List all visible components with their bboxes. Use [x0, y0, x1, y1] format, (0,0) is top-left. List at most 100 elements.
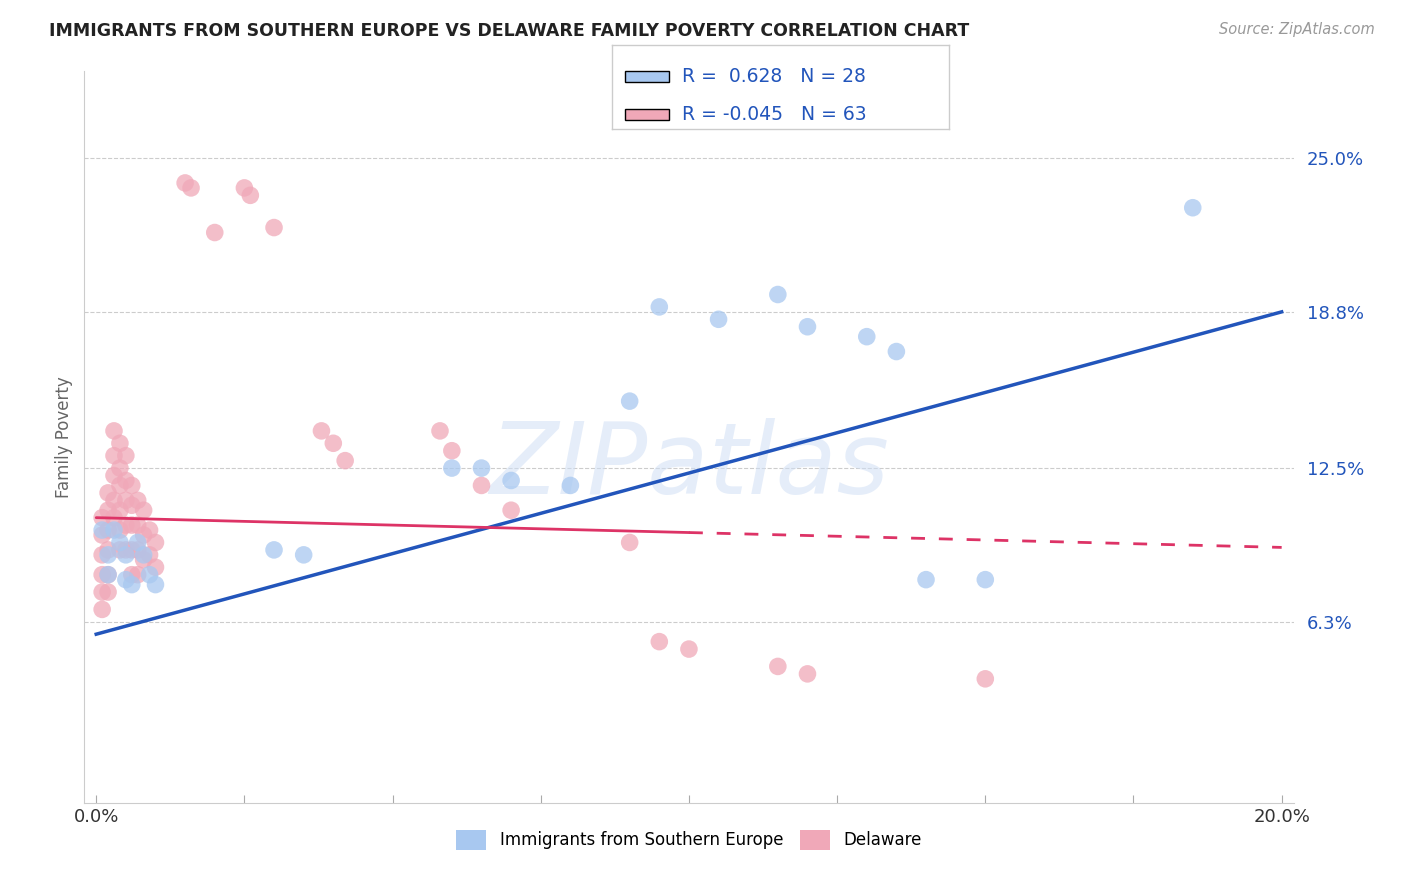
Point	[115, 548, 138, 562]
Point	[121, 518, 143, 533]
Point	[108, 461, 131, 475]
Point	[91, 567, 114, 582]
Point	[440, 461, 463, 475]
Point	[97, 567, 120, 582]
Point	[263, 542, 285, 557]
Point	[470, 478, 492, 492]
Point	[97, 567, 120, 582]
Point	[97, 542, 120, 557]
Point	[108, 503, 131, 517]
Point	[311, 424, 333, 438]
Point	[796, 319, 818, 334]
Point	[619, 535, 641, 549]
Point	[915, 573, 938, 587]
Point	[103, 449, 125, 463]
FancyBboxPatch shape	[626, 71, 669, 82]
Point	[108, 436, 131, 450]
Point	[322, 436, 344, 450]
Point	[121, 542, 143, 557]
Point	[97, 585, 120, 599]
Y-axis label: Family Poverty: Family Poverty	[55, 376, 73, 498]
Point	[127, 542, 149, 557]
Point	[97, 486, 120, 500]
Point	[560, 478, 582, 492]
Point	[648, 634, 671, 648]
Point	[138, 523, 160, 537]
Point	[121, 498, 143, 512]
Point	[766, 287, 789, 301]
Point	[115, 573, 138, 587]
Point	[115, 474, 138, 488]
Point	[91, 585, 114, 599]
Point	[678, 642, 700, 657]
Point	[766, 659, 789, 673]
Text: R =  0.628   N = 28: R = 0.628 N = 28	[682, 67, 866, 87]
Point	[974, 573, 997, 587]
Point	[132, 553, 155, 567]
Point	[429, 424, 451, 438]
Point	[127, 518, 149, 533]
Point	[132, 528, 155, 542]
Point	[97, 503, 120, 517]
Point	[1181, 201, 1204, 215]
Point	[145, 535, 167, 549]
Point	[440, 443, 463, 458]
Point	[707, 312, 730, 326]
Text: R = -0.045   N = 63: R = -0.045 N = 63	[682, 104, 868, 124]
Point	[180, 181, 202, 195]
Point	[127, 567, 149, 582]
Point	[204, 226, 226, 240]
Point	[132, 503, 155, 517]
Point	[115, 518, 138, 533]
Point	[121, 577, 143, 591]
Point	[108, 535, 131, 549]
Point	[108, 523, 131, 537]
Point	[108, 542, 131, 557]
Point	[115, 493, 138, 508]
Point	[108, 478, 131, 492]
Point	[91, 523, 114, 537]
Point	[115, 449, 138, 463]
Point	[974, 672, 997, 686]
Point	[470, 461, 492, 475]
Point	[103, 424, 125, 438]
Point	[103, 510, 125, 524]
Point	[796, 666, 818, 681]
Point	[103, 523, 125, 537]
Point	[138, 567, 160, 582]
Point	[103, 493, 125, 508]
Point	[239, 188, 262, 202]
Point	[174, 176, 197, 190]
Text: IMMIGRANTS FROM SOUTHERN EUROPE VS DELAWARE FAMILY POVERTY CORRELATION CHART: IMMIGRANTS FROM SOUTHERN EUROPE VS DELAW…	[49, 22, 970, 40]
Point	[292, 548, 315, 562]
Point	[886, 344, 908, 359]
Point	[132, 548, 155, 562]
Point	[91, 602, 114, 616]
Legend: Immigrants from Southern Europe, Delaware: Immigrants from Southern Europe, Delawar…	[450, 823, 928, 856]
Point	[127, 535, 149, 549]
Point	[127, 493, 149, 508]
Point	[97, 523, 120, 537]
Point	[121, 478, 143, 492]
Point	[91, 548, 114, 562]
Point	[138, 548, 160, 562]
FancyBboxPatch shape	[626, 109, 669, 120]
Point	[145, 577, 167, 591]
Point	[97, 548, 120, 562]
Point	[333, 453, 356, 467]
Point	[91, 510, 114, 524]
Point	[263, 220, 285, 235]
Point	[145, 560, 167, 574]
Point	[115, 542, 138, 557]
Point	[619, 394, 641, 409]
Point	[121, 567, 143, 582]
Point	[91, 528, 114, 542]
Point	[648, 300, 671, 314]
Point	[501, 503, 523, 517]
Point	[855, 329, 877, 343]
Point	[501, 474, 523, 488]
Point	[103, 468, 125, 483]
Text: ZIPatlas: ZIPatlas	[489, 417, 889, 515]
Text: Source: ZipAtlas.com: Source: ZipAtlas.com	[1219, 22, 1375, 37]
Point	[233, 181, 256, 195]
